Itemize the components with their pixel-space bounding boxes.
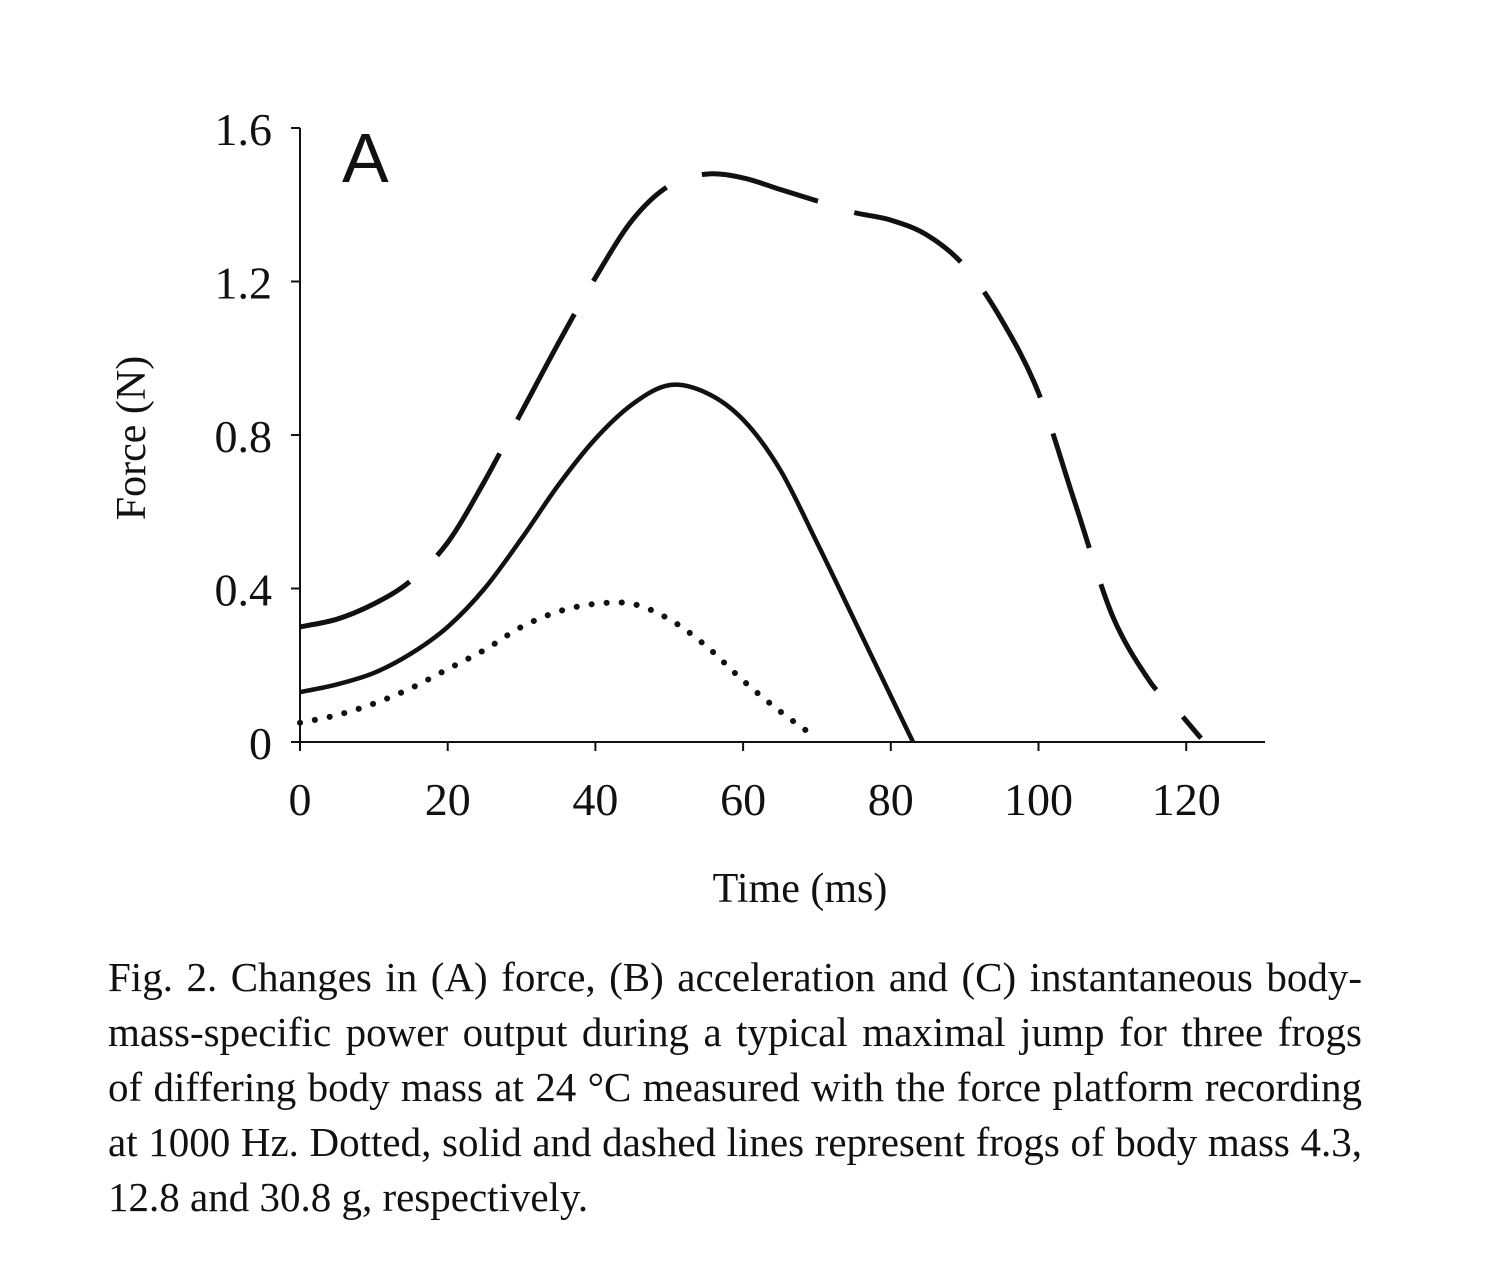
axes bbox=[299, 128, 1265, 743]
x-tick-label: 80 bbox=[868, 774, 914, 825]
x-tick-label: 120 bbox=[1152, 774, 1221, 825]
y-tick-label: 0.8 bbox=[215, 411, 273, 462]
x-axis-title: Time (ms) bbox=[713, 866, 888, 912]
series bbox=[297, 171, 1203, 743]
ticks: 0 20 40 60 80 100 120 0 0.4 0.8 1.2 1.6 bbox=[215, 104, 1221, 825]
x-tick-label: 100 bbox=[1004, 774, 1073, 825]
x-tick-label: 40 bbox=[572, 774, 618, 825]
x-tick-label: 20 bbox=[425, 774, 471, 825]
series-line-dashed bbox=[299, 171, 1203, 740]
x-tick-label: 0 bbox=[289, 774, 312, 825]
series-line-solid bbox=[299, 382, 916, 743]
y-tick-label: 1.2 bbox=[215, 258, 273, 309]
y-tick-label: 1.6 bbox=[215, 104, 273, 155]
x-tick-label: 60 bbox=[720, 774, 766, 825]
panel-label: A bbox=[342, 119, 389, 197]
force-time-chart: 0 20 40 60 80 100 120 0 0.4 0.8 1.2 1.6 A Time (ms)… bbox=[109, 104, 1265, 912]
y-tick-label: 0 bbox=[249, 718, 272, 769]
y-tick-label: 0.4 bbox=[215, 565, 273, 616]
figure-caption: Fig. 2. Changes in (A) force, (B) accele… bbox=[108, 954, 1362, 1220]
y-axis-title: Force (N) bbox=[109, 356, 155, 520]
series-line-dotted bbox=[297, 599, 820, 742]
